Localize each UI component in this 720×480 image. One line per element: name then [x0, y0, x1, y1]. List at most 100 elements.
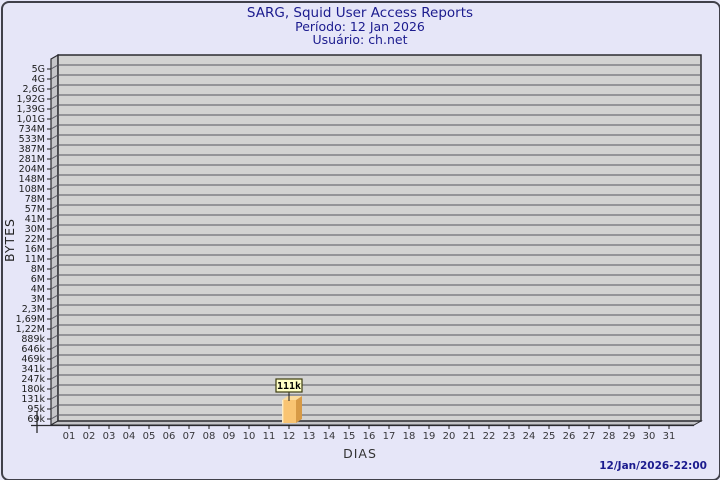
day-label: 22: [483, 431, 496, 442]
wall-gridline: [50, 234, 59, 240]
day-label: 10: [243, 431, 256, 442]
y-tick-label: 69k: [27, 414, 45, 425]
y-tick-label: 247k: [21, 374, 45, 385]
bar-value-label: 111k: [277, 381, 301, 392]
day-label: 23: [503, 431, 516, 442]
wall-gridline: [50, 94, 59, 100]
y-tick-label: 1,22M: [16, 324, 45, 335]
y-tick-label: 6M: [31, 274, 45, 285]
x-axis-title: DIAS: [343, 446, 377, 461]
value-box: [275, 378, 303, 393]
y-tick-label: 180k: [21, 384, 45, 395]
day-label: 08: [203, 431, 216, 442]
wall-gridline: [50, 304, 59, 310]
wall-gridline: [50, 344, 59, 350]
y-tick-label: 646k: [21, 344, 45, 355]
y-tick-label: 341k: [21, 364, 45, 375]
wall-gridline: [50, 374, 59, 380]
y-tick-label: 889k: [21, 334, 45, 345]
day-label: 05: [143, 431, 156, 442]
wall-gridline: [50, 214, 59, 220]
report-period: Período: 12 Jan 2026: [295, 19, 425, 34]
plot-face: [57, 54, 702, 422]
wall-gridline: [50, 254, 59, 260]
y-tick-label: 1,69M: [16, 314, 45, 325]
day-label: 12: [283, 431, 296, 442]
day-label: 26: [563, 431, 576, 442]
chart-header: SARG, Squid User Access Reports Período:…: [0, 6, 720, 47]
plot-left-wall: [50, 53, 59, 427]
day-label: 13: [303, 431, 316, 442]
day-label: 19: [423, 431, 436, 442]
y-tick-label: 16M: [25, 244, 45, 255]
day-label: 31: [663, 431, 676, 442]
bar-side-face: [296, 396, 302, 423]
wall-gridline: [50, 134, 59, 140]
day-label: 30: [643, 431, 656, 442]
y-tick-label: 5G: [32, 64, 45, 75]
y-tick-label: 3M: [31, 294, 45, 305]
day-label: 11: [263, 431, 276, 442]
y-tick-label: 2,3M: [22, 304, 45, 315]
wall-gridline: [50, 354, 59, 360]
y-tick-label: 734M: [19, 124, 45, 135]
day-label: 16: [363, 431, 376, 442]
wall-gridline: [50, 204, 59, 210]
day-label: 03: [103, 431, 116, 442]
bar-top-face: [282, 396, 302, 400]
wall-gridline: [50, 74, 59, 80]
y-tick-label: 533M: [19, 134, 45, 145]
wall-gridline: [50, 104, 59, 110]
day-label: 01: [63, 431, 76, 442]
wall-gridline: [50, 244, 59, 250]
y-tick-label: 4G: [32, 74, 45, 85]
day-label: 21: [463, 431, 476, 442]
wall-gridline: [50, 174, 59, 180]
day-label: 15: [343, 431, 356, 442]
wall-gridline: [50, 404, 59, 410]
bar: [282, 400, 296, 423]
day-label: 24: [523, 431, 536, 442]
y-tick-label: 8M: [31, 264, 45, 275]
wall-gridline: [50, 384, 59, 390]
y-tick-label: 281M: [19, 154, 45, 165]
y-tick-label: 95k: [27, 404, 45, 415]
day-label: 04: [123, 431, 136, 442]
y-tick-label: 204M: [19, 164, 45, 175]
day-label: 18: [403, 431, 416, 442]
y-tick-label: 78M: [25, 194, 45, 205]
report-user: Usuário: ch.net: [312, 32, 408, 47]
wall-gridline: [50, 124, 59, 130]
wall-gridline: [50, 194, 59, 200]
y-tick-label: 57M: [25, 204, 45, 215]
day-label: 14: [323, 431, 336, 442]
y-tick-label: 131k: [21, 394, 45, 405]
day-label: 25: [543, 431, 556, 442]
wall-gridline: [50, 284, 59, 290]
wall-gridline: [50, 264, 59, 270]
wall-gridline: [50, 164, 59, 170]
wall-gridline: [50, 224, 59, 230]
y-tick-label: 108M: [19, 184, 45, 195]
wall-gridline: [50, 334, 59, 340]
y-tick-label: 1,92G: [16, 94, 45, 105]
wall-gridline: [50, 364, 59, 370]
y-tick-label: 2,6G: [23, 84, 45, 95]
wall-gridline: [50, 274, 59, 280]
day-label: 29: [623, 431, 636, 442]
y-tick-label: 148M: [19, 174, 45, 185]
day-label: 02: [83, 431, 96, 442]
day-label: 20: [443, 431, 456, 442]
y-tick-label: 11M: [25, 254, 45, 265]
wall-gridline: [50, 184, 59, 190]
wall-gridline: [50, 394, 59, 400]
day-label: 07: [183, 431, 196, 442]
day-label: 06: [163, 431, 176, 442]
y-tick-label: 41M: [25, 214, 45, 225]
wall-gridline: [50, 84, 59, 90]
wall-gridline: [50, 154, 59, 160]
day-label: 28: [603, 431, 616, 442]
day-label: 09: [223, 431, 236, 442]
y-tick-label: 1,01G: [16, 114, 45, 125]
